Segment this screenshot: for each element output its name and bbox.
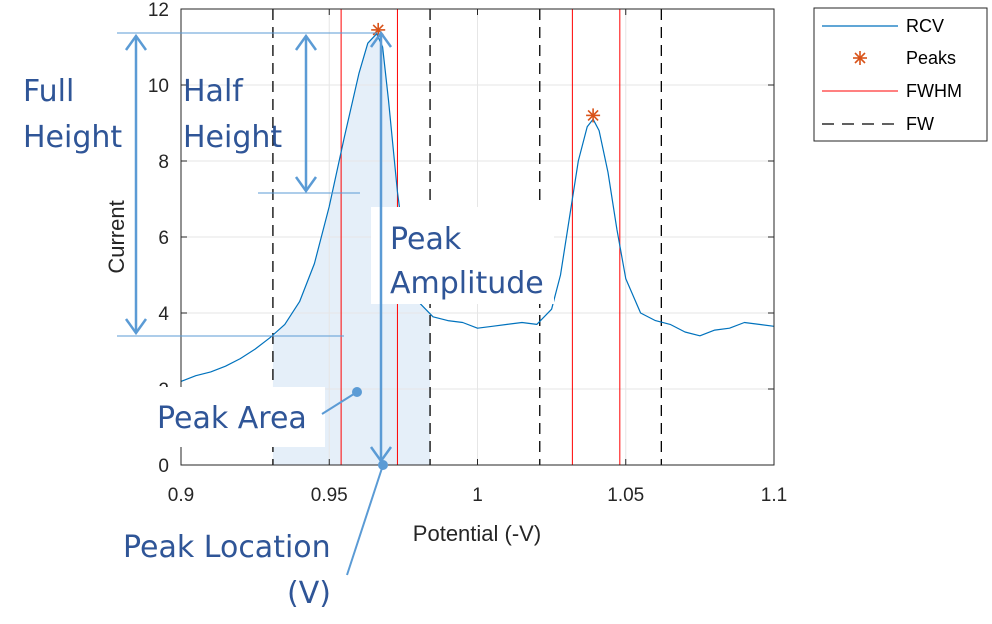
peak-amplitude-label-bg	[371, 207, 554, 304]
y-tick-label: 10	[148, 76, 169, 97]
peak-location-pointer	[346, 464, 384, 576]
peak-location-dot	[378, 460, 388, 470]
full-height-arrowhead-bottom	[124, 318, 148, 336]
rcv-line	[180, 33, 775, 382]
half-height-label-line2: Height	[183, 120, 282, 155]
y-axis-label: Current	[104, 200, 129, 273]
peak-area-pointer	[321, 391, 358, 415]
peak-area-dot	[352, 387, 362, 397]
full-height-arrowhead-top	[124, 33, 148, 51]
peak-area-label-bg	[148, 387, 325, 447]
x-tick-label: 0.95	[311, 485, 348, 506]
x-tick-label: 1	[472, 485, 483, 506]
y-tick-label: 12	[148, 0, 169, 21]
legend-label-peaks: Peaks	[906, 48, 956, 68]
rcv-series	[180, 33, 775, 382]
y-tick-label: 8	[158, 152, 169, 173]
peak-amplitude-label-line1: Peak	[390, 222, 462, 257]
peak-marker	[586, 108, 601, 123]
peak-area-shape	[272, 33, 431, 465]
full-height-label-line2: Height	[23, 120, 122, 155]
legend-swatch-peaks	[853, 51, 867, 65]
half-height-arrowhead-top	[294, 33, 318, 51]
full-height-label-line1: Full	[23, 74, 74, 109]
legend-label-rcv: RCV	[906, 16, 944, 36]
x-tick-label: 1.1	[761, 485, 787, 506]
y-tick-label: 6	[158, 228, 169, 249]
peak-amplitude-arrowhead-top	[369, 30, 393, 48]
half-height-label-line1: Half	[183, 74, 244, 109]
peak-location-label-line1: Peak Location	[123, 530, 331, 565]
legend-label-fw: FW	[906, 114, 934, 134]
y-tick-label: 4	[158, 304, 169, 325]
y-tick-label: 0	[158, 456, 169, 477]
legend: RCV Peaks FWHM FW	[813, 7, 988, 142]
x-tick-label: 0.9	[168, 485, 194, 506]
peak-markers	[371, 22, 601, 123]
peak-area-label: Peak Area	[157, 401, 307, 436]
x-axis-label: Potential (-V)	[413, 521, 541, 546]
legend-label-fwhm: FWHM	[906, 81, 962, 101]
peak-area-fill	[272, 33, 431, 465]
peak-location-label-line2: (V)	[287, 576, 331, 611]
x-tick-label: 1.05	[607, 485, 644, 506]
annotations: Full Height Half Height Peak Amplitude P…	[23, 30, 554, 611]
legend-box	[813, 7, 988, 142]
half-height-arrowhead-bottom	[294, 176, 318, 194]
peak-amplitude-label-line2: Amplitude	[390, 266, 544, 301]
